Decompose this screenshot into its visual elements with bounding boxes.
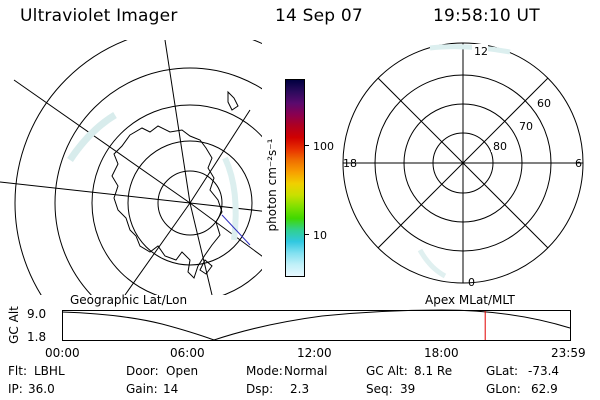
timeline-frame	[62, 310, 571, 341]
timeline-tick-1200: 12:00	[297, 346, 332, 360]
observation-date: 14 Sep 07	[275, 6, 363, 26]
gain-value: 14	[163, 382, 179, 396]
seq-value: 39	[400, 382, 416, 396]
timeline-ylabel: GC Alt	[7, 306, 21, 344]
dsp-value: 2.3	[290, 382, 310, 396]
mlat-label-70: 70	[519, 120, 533, 133]
aurora-emission	[429, 44, 511, 55]
dsp-label: Dsp:	[246, 382, 274, 396]
instrument-title: Ultraviolet Imager	[20, 6, 178, 26]
flt-value: LBHL	[34, 364, 65, 378]
mode-value: Normal	[284, 364, 328, 378]
timeline-tick-1800: 18:00	[424, 346, 459, 360]
gcalt-value: 8.1 Re	[414, 364, 453, 378]
glon-label: GLon:	[486, 382, 521, 396]
mode-label: Mode:	[246, 364, 283, 378]
colorbar-tick	[305, 145, 309, 146]
glon-value: 62.9	[531, 382, 558, 396]
timeline-ymin: 1.8	[27, 330, 47, 344]
aurora-emission	[222, 156, 239, 241]
mlt-label-6: 6	[575, 157, 582, 170]
lat-circle	[157, 170, 223, 236]
lat-circle	[91, 104, 262, 295]
lat-circle	[127, 140, 253, 266]
coastline	[111, 125, 223, 279]
seq-label: Seq:	[366, 382, 393, 396]
geographic-caption: Geographic Lat/Lon	[70, 293, 188, 307]
colorbar	[285, 79, 305, 277]
aurora-emission	[67, 111, 117, 162]
mlt-label-0: 0	[468, 276, 475, 289]
mlt-meridian	[377, 77, 549, 249]
ip-value: 36.0	[28, 382, 55, 396]
flt-label: Flt:	[8, 364, 27, 378]
coastline	[227, 90, 239, 111]
altitude-curve	[62, 309, 571, 341]
meridian	[13, 79, 191, 204]
observation-time: 19:58:10 UT	[433, 6, 540, 26]
mlat-label-60: 60	[537, 97, 551, 110]
timeline-ymax: 9.0	[27, 307, 47, 321]
door-label: Door:	[126, 364, 159, 378]
track-line	[221, 214, 251, 246]
apex-caption: Apex MLat/MLT	[425, 293, 515, 307]
aurora-emission	[417, 248, 447, 279]
glat-value: -73.4	[528, 364, 560, 378]
colorbar-gradient	[286, 80, 304, 276]
colorbar-tick-10: 10	[313, 229, 327, 242]
coastline	[199, 259, 213, 275]
mlt-label-18: 18	[343, 157, 357, 170]
door-value: Open	[166, 364, 199, 378]
timeline-tick-0600: 06:00	[170, 346, 205, 360]
meridian	[189, 202, 262, 212]
mlt-label-12: 12	[474, 45, 488, 58]
polar-map: 12 18 6 0 60 70 80	[342, 42, 584, 289]
lat-circle	[14, 40, 262, 295]
geographic-map	[0, 40, 262, 295]
glat-label: GLat:	[486, 364, 519, 378]
meridian	[189, 202, 213, 295]
mlat-label-80: 80	[493, 140, 507, 153]
altitude-timeline	[62, 309, 571, 341]
meridian	[0, 181, 191, 204]
meridian	[189, 202, 262, 257]
meridian	[164, 40, 191, 204]
gcalt-label: GC Alt:	[366, 364, 408, 378]
timeline-tick-2359: 23:59	[551, 346, 586, 360]
ip-label: IP:	[8, 382, 23, 396]
timeline-tick-0000: 00:00	[45, 346, 80, 360]
colorbar-tick	[305, 234, 309, 235]
colorbar-unit-label: photon cm⁻²s⁻¹	[265, 138, 279, 232]
meridian	[124, 202, 191, 295]
colorbar-tick-100: 100	[313, 140, 334, 153]
lat-circle	[54, 67, 262, 295]
gain-label: Gain:	[126, 382, 158, 396]
meridian	[189, 109, 251, 204]
